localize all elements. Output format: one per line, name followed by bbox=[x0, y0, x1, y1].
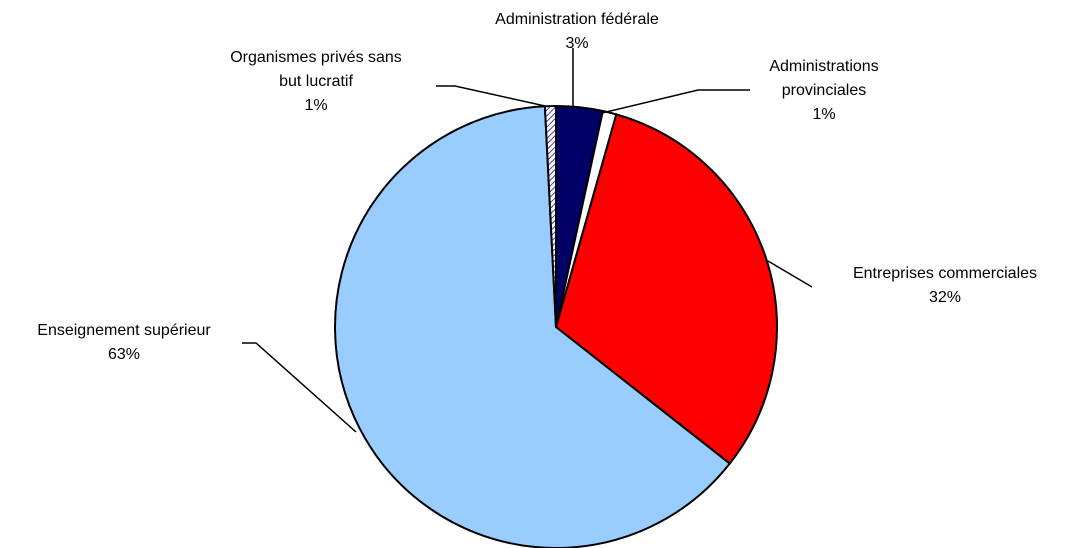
slice-percent: 1% bbox=[812, 106, 835, 123]
slice-label: Administrations provinciales 1% bbox=[769, 58, 878, 123]
leader-line bbox=[436, 85, 546, 107]
slice-label-line: Administration fédérale bbox=[495, 11, 659, 28]
slice-label: Enseignement supérieur 63% bbox=[37, 322, 211, 363]
slice-label: Organismes privés sans but lucratif 1% bbox=[230, 49, 402, 114]
slice-label-line: Entreprises commerciales bbox=[853, 265, 1037, 282]
slice-label-line: but lucratif bbox=[279, 73, 353, 90]
slice-label-line: Organismes privés sans bbox=[230, 49, 402, 66]
slice-label-line: Administrations bbox=[769, 58, 878, 75]
slice-percent: 3% bbox=[565, 35, 588, 52]
leader-line bbox=[242, 342, 357, 433]
leader-lines bbox=[242, 48, 813, 433]
slice-percent: 1% bbox=[304, 97, 327, 114]
slice-label-line: Enseignement supérieur bbox=[37, 322, 211, 339]
leader-line bbox=[767, 260, 813, 288]
slice-labels: Administration fédérale 3% Administrations… bbox=[37, 11, 1037, 363]
slice-label-line: provinciales bbox=[782, 82, 866, 99]
pie-slice bbox=[334, 105, 731, 548]
slice-percent: 32% bbox=[929, 289, 961, 306]
slice-label: Entreprises commerciales 32% bbox=[853, 265, 1037, 306]
pie-slice bbox=[555, 113, 778, 465]
slice-percent: 63% bbox=[108, 346, 140, 363]
leader-line bbox=[601, 89, 750, 114]
pie-slices bbox=[334, 105, 778, 548]
slice-label: Administration fédérale 3% bbox=[495, 11, 659, 52]
